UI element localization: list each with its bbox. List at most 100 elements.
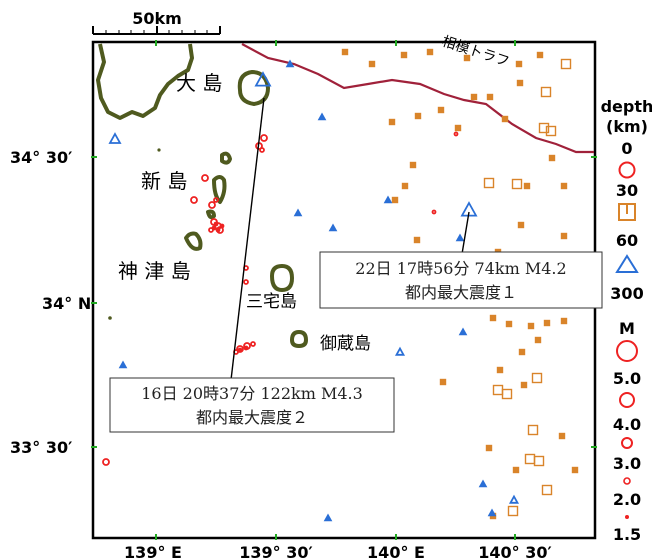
event-intermediate: [540, 86, 552, 98]
event-intermediate: [470, 93, 478, 101]
event-shallow-filled: [211, 225, 217, 231]
leader-line-16th: [230, 97, 265, 381]
event-shallow: [208, 201, 216, 209]
event-deep-large: [254, 71, 272, 87]
islet-dot: [157, 148, 161, 152]
event-intermediate: [485, 444, 493, 452]
event-deep-open: [108, 132, 122, 144]
legend-depth-30: 30: [616, 181, 638, 200]
event-intermediate: [560, 182, 568, 190]
lat-label-34: 34° N: [42, 294, 91, 313]
legend: depth (km) 0 30 60 300 M 5.0 4.0 3.0 2.0…: [601, 97, 652, 544]
event-deep: [383, 195, 393, 204]
mag-4-circle-icon: [619, 392, 635, 408]
mikurajima-island: [290, 330, 308, 348]
event-intermediate: [548, 154, 556, 162]
event-shallow: [243, 279, 249, 285]
lat-label-33-30: 33° 30′: [10, 438, 72, 457]
event-intermediate: [401, 182, 409, 190]
legend-depth-300: 300: [610, 284, 643, 303]
shikinejima-island: [206, 209, 216, 220]
event-intermediate: [439, 378, 447, 386]
event-intermediate: [558, 432, 566, 440]
red-circle-icon: [618, 161, 636, 179]
event-intermediate: [571, 466, 579, 474]
event-intermediate: [560, 232, 568, 240]
event-intermediate: [486, 93, 494, 101]
event-intermediate: [454, 124, 462, 132]
event-intermediate: [501, 388, 513, 400]
lon-label-139: 139° E: [124, 543, 182, 560]
legend-depth-unit: (km): [606, 117, 648, 136]
event-intermediate: [426, 48, 434, 56]
legend-depth-title: depth: [601, 97, 652, 116]
scale-bar: 50km: [92, 9, 221, 35]
event-shallow-filled: [243, 345, 249, 351]
event-deep: [118, 360, 128, 369]
event-shallow-filled: [237, 347, 243, 353]
mag-1-5-circle-icon: [625, 515, 629, 519]
label-miyakejima: 三宅島: [246, 292, 297, 312]
event-intermediate: [341, 48, 349, 56]
event-intermediate: [391, 196, 399, 204]
legend-magnitude-title: M: [619, 319, 635, 338]
legend-mag-1-5: 1.5: [613, 525, 641, 544]
event-deep: [487, 508, 497, 517]
lon-label-139-30: 139° 30′: [239, 543, 312, 560]
mag-5-circle-icon: [616, 340, 638, 362]
event-intermediate: [523, 182, 531, 190]
event-intermediate: [520, 381, 528, 389]
event-deep: [328, 223, 338, 232]
event-intermediate: [531, 372, 543, 384]
lat-label-34-30: 34° 30′: [10, 148, 72, 167]
event-deep: [458, 327, 468, 336]
event-intermediate: [400, 51, 408, 59]
niijima-island: [212, 175, 227, 204]
legend-mag-4: 4.0: [613, 415, 641, 434]
legend-depth-60: 60: [616, 231, 638, 250]
event-deep: [323, 513, 333, 522]
event-shallow: [260, 134, 268, 142]
event-intermediate: [409, 161, 417, 169]
blue-triangle-icon: [615, 254, 639, 273]
event-deep-open: [508, 494, 520, 504]
event-intermediate: [533, 455, 545, 467]
event-shallow-filled: [219, 223, 225, 229]
event-shallow-filled: [215, 227, 221, 233]
event-intermediate: [518, 348, 526, 356]
event-intermediate: [368, 60, 376, 68]
coastlines: [96, 43, 308, 348]
scale-bar-label: 50km: [132, 9, 182, 28]
event-intermediate: [483, 177, 495, 189]
event-intermediate: [517, 221, 525, 229]
event-deep: [478, 479, 488, 488]
event-intermediate: [516, 79, 524, 87]
orange-square-icon: [618, 203, 636, 221]
label-niijima: 新 島: [141, 169, 187, 193]
event-intermediate: [496, 366, 504, 374]
event-intermediate: [512, 466, 520, 474]
event-shallow: [453, 131, 459, 137]
event-intermediate: [543, 319, 551, 327]
event-shallow: [190, 196, 198, 204]
legend-mag-5: 5.0: [613, 369, 641, 388]
islet-dot: [108, 316, 112, 320]
sagami-trough-line: [241, 43, 594, 154]
oshima-island: [237, 70, 270, 106]
kozushima-island: [184, 231, 203, 251]
callout-16th-line1: 16日 20時37分 122km M4.3: [141, 384, 363, 403]
mag-3-circle-icon: [621, 437, 633, 449]
event-intermediate: [536, 51, 544, 59]
lon-label-140-30: 140° 30′: [478, 543, 551, 560]
callout-16th: 16日 20時37分 122km M4.3 都内最大震度２: [109, 377, 395, 433]
event-intermediate: [501, 115, 509, 123]
izu-peninsula-coast: [96, 43, 194, 120]
event-intermediate: [507, 505, 519, 517]
event-intermediate: [505, 320, 513, 328]
event-intermediate: [511, 178, 523, 190]
toshima-island: [220, 151, 232, 165]
event-intermediate: [527, 322, 535, 330]
event-intermediate: [437, 106, 445, 114]
event-shallow: [259, 147, 265, 153]
